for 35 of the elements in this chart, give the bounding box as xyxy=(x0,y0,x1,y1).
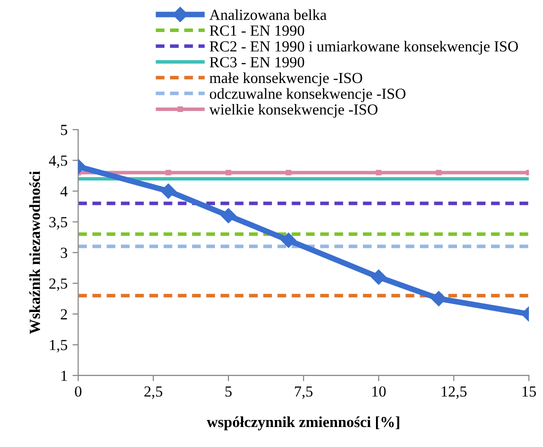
legend-label: RC2 - EN 1990 i umiarkowane konsekwencje ISO xyxy=(210,40,518,55)
y-tick-label: 2,5 xyxy=(49,278,68,291)
point xyxy=(371,270,386,285)
x-tick-label: 5 xyxy=(225,386,232,397)
x-tick-label: 15 xyxy=(522,386,536,397)
legend-label: wielkie konsekwencje -ISO xyxy=(209,104,378,118)
point xyxy=(280,232,296,248)
y-tick-label: 3 xyxy=(60,248,68,258)
point xyxy=(286,170,292,176)
y-axis-title: Wskaźnik niezawodności xyxy=(29,171,40,334)
legend-label: RC3 - EN 1990 xyxy=(210,57,304,68)
y-tick-label: 1 xyxy=(61,370,67,381)
x-tick-label: 2,5 xyxy=(144,386,162,399)
point xyxy=(220,208,236,224)
y-tick-label: 5 xyxy=(61,124,68,136)
legend-label: odczuwalne konsekwencje -ISO xyxy=(210,88,406,102)
y-tick-label: 2 xyxy=(60,309,67,320)
y-tick-label: 3,5 xyxy=(49,217,68,230)
x-tick-label: 12,5 xyxy=(442,386,467,399)
point xyxy=(376,170,382,176)
y-tick-label: 4,5 xyxy=(48,156,68,168)
x-axis-title: współczynnik zmienności [%] xyxy=(206,416,400,430)
point xyxy=(166,170,172,176)
point xyxy=(436,170,442,176)
legend-label: małe konsekwencje -ISO xyxy=(210,72,362,86)
y-tick-label: 1,5 xyxy=(50,340,68,352)
x-tick-label: 0 xyxy=(74,386,82,397)
point xyxy=(226,170,232,176)
x-tick-label: 7,5 xyxy=(294,386,312,399)
y-tick-label: 4 xyxy=(60,186,68,196)
point xyxy=(431,291,446,306)
legend-label: Analizowana belka xyxy=(209,9,327,20)
x-tick-label: 10 xyxy=(372,386,386,397)
point xyxy=(160,184,176,199)
legend-label: RC1 - EN 1990 xyxy=(210,25,304,36)
